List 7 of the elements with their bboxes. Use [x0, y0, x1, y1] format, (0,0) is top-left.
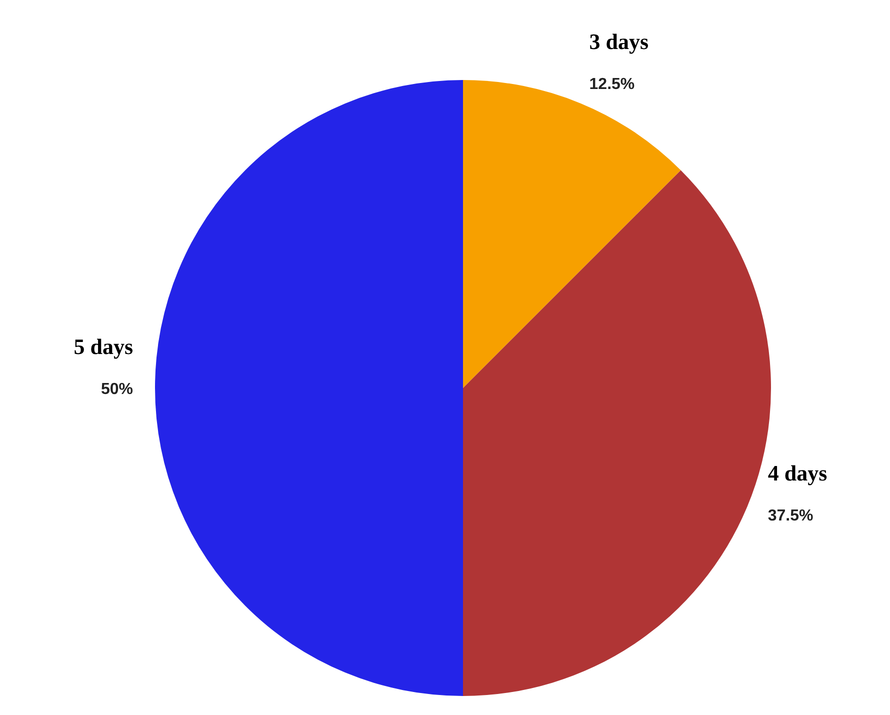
data-label: 37.5%	[768, 507, 814, 524]
pie-slice	[156, 80, 463, 696]
slice-label: 5 days	[74, 334, 134, 359]
slice-label: 3 days	[589, 29, 650, 54]
slice-label: 4 days	[768, 460, 828, 486]
data-label: 50%	[100, 381, 133, 398]
data-label: 12.5%	[589, 76, 635, 94]
